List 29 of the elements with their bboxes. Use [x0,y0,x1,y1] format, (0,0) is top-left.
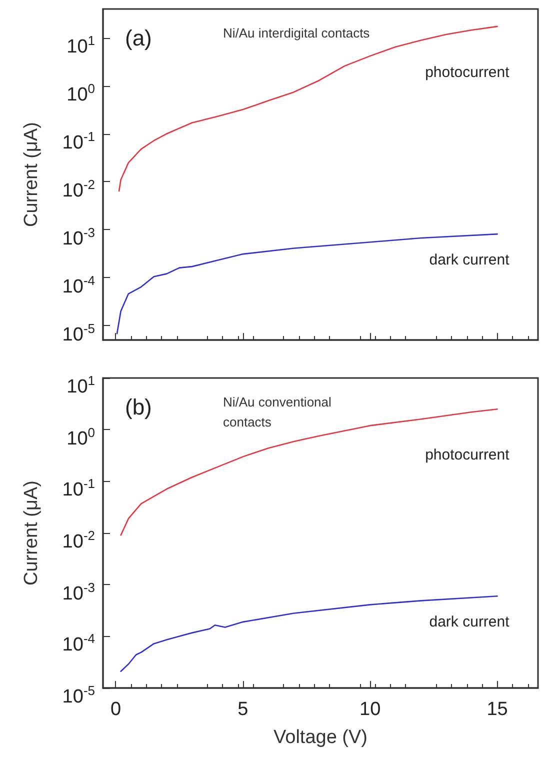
x-tick-label: 15 [486,699,508,720]
y-tick-label: 10$^{-1}$ [62,476,95,501]
y-axis-title: Current (μA) [21,480,42,586]
y-tick-label: 10$^{-4}$ [61,272,95,297]
y-tick-label: 10$^{1}$ [66,32,95,58]
y-tick-label: 10$^{-4}$ [61,630,95,656]
y-tick-label: 10$^{0}$ [66,424,95,449]
y-tick-label: 10$^{0}$ [66,80,95,106]
x-axis-title: Voltage (V) [274,727,368,748]
series-label: photocurrent [425,446,510,464]
y-tick-label: 10$^{-2}$ [62,176,95,202]
text: (b) [125,394,152,420]
text: (a) [125,26,152,50]
y-tick-label: 10$^{-5}$ [61,682,95,708]
annotation: Ni/Au interdigital contacts [223,26,370,40]
y-tick-label: 10$^{-1}$ [62,128,95,154]
y-axis-title: Current (μA) [21,122,42,227]
y-tick-label: 10$^{-3}$ [62,224,95,249]
y-tick-label: 10$^{-2}$ [62,528,95,552]
annotation: Ni/Au conventional contacts [223,394,336,430]
x-tick-label: 10 [360,699,381,720]
x-tick-label: 0 [110,699,122,720]
series-label: dark current [429,614,510,631]
series-label: dark current [429,252,510,269]
y-tick-label: 10$^{-3}$ [62,580,95,604]
x-tick-label: 5 [238,699,248,720]
y-tick-label: 10$^{1}$ [66,372,95,398]
y-tick-label: 10$^{-5}$ [61,320,95,345]
series-label: photocurrent [425,64,510,81]
